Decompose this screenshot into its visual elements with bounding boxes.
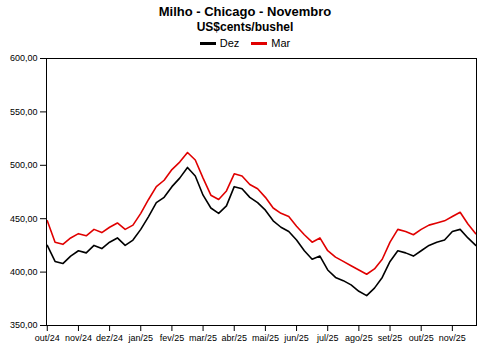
svg-text:nov/24: nov/24 [65,333,92,343]
svg-text:jun/25: jun/25 [283,333,309,343]
svg-text:fev/25: fev/25 [160,333,185,343]
svg-text:600,00: 600,00 [10,53,38,63]
svg-text:dez/24: dez/24 [96,333,123,343]
svg-text:400,00: 400,00 [10,267,38,277]
svg-text:ago/25: ago/25 [345,333,373,343]
svg-text:550,00: 550,00 [10,107,38,117]
html-text:Mar: Mar [271,37,291,49]
svg-text:350,00: 350,00 [10,320,38,330]
svg-text:out/24: out/24 [35,333,60,343]
html-text:US$cents/bushel: US$cents/bushel [196,20,294,34]
svg-text:nov/25: nov/25 [439,333,466,343]
svg-text:set/25: set/25 [378,333,403,343]
svg-text:jul/25: jul/25 [316,333,339,343]
svg-text:out/25: out/25 [409,333,434,343]
html-text:Milho - Chicago - Novembro: Milho - Chicago - Novembro [158,4,332,19]
svg-text:450,00: 450,00 [10,214,38,224]
svg-text:500,00: 500,00 [10,160,38,170]
html-text:Dez: Dez [219,37,240,49]
svg-text:abr/25: abr/25 [221,333,247,343]
svg-text:mar/25: mar/25 [189,333,217,343]
svg-text:jan/25: jan/25 [127,333,153,343]
svg-text:mai/25: mai/25 [252,333,279,343]
